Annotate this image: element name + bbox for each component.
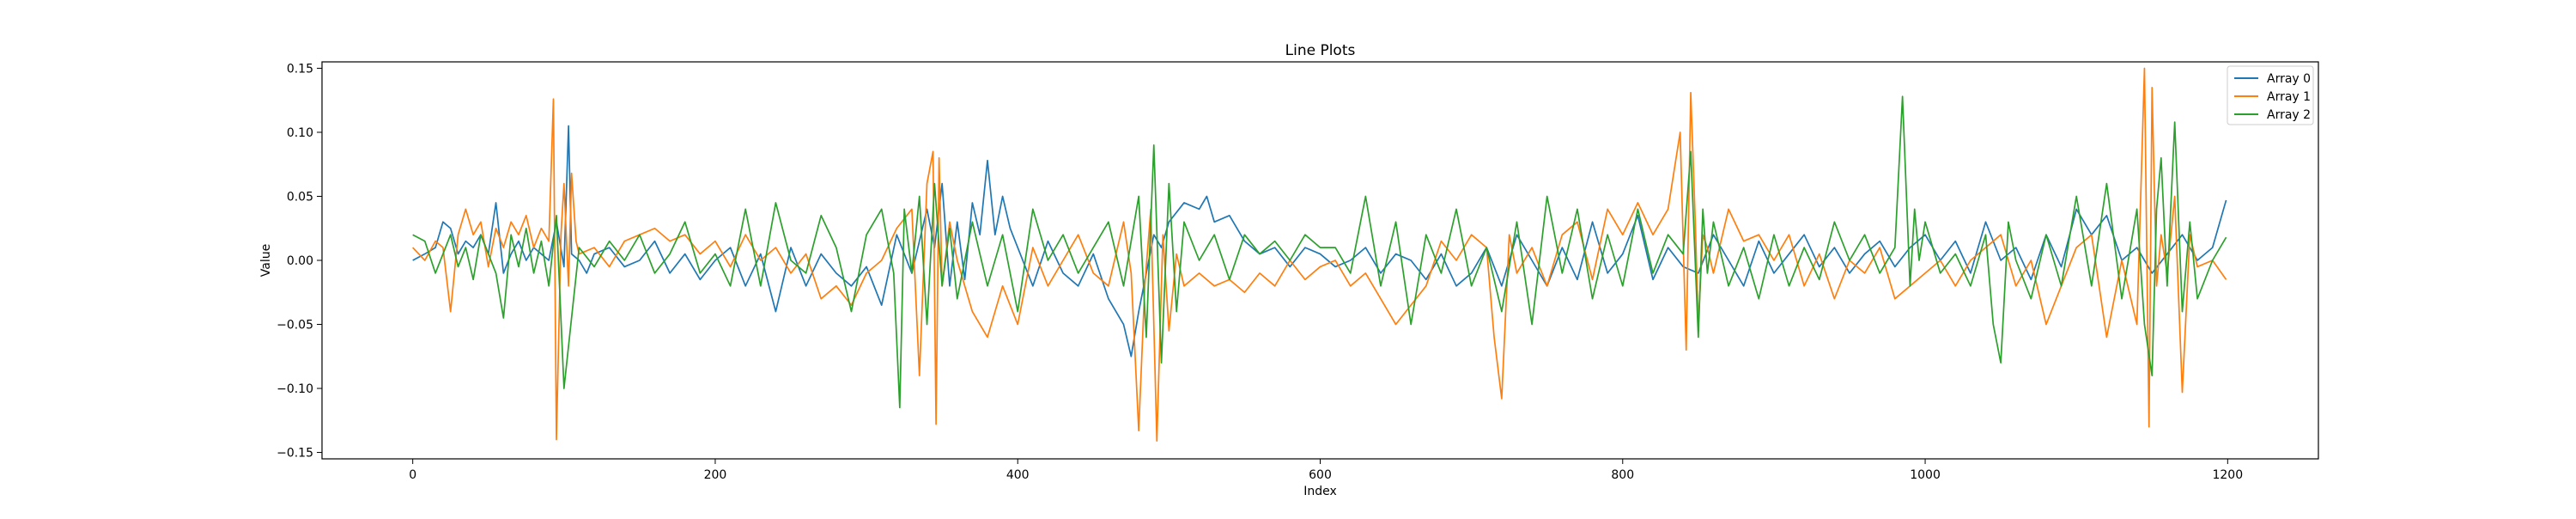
plot-area xyxy=(322,62,2318,459)
y-tick-label: −0.15 xyxy=(276,447,313,461)
x-axis: 0 200 400 600 800 1000 1200 xyxy=(409,459,2243,482)
y-axis: −0.15 −0.10 −0.05 0.00 0.05 0.10 0.15 xyxy=(276,62,322,461)
x-tick-label: 1000 xyxy=(1910,468,1941,482)
legend: Array 0 Array 1 Array 2 xyxy=(2227,65,2314,125)
y-tick-label: 0.10 xyxy=(287,126,313,140)
series-line-array-1 xyxy=(412,67,2227,442)
legend-items: Array 0 Array 1 Array 2 xyxy=(2234,72,2311,122)
y-tick-label: 0.00 xyxy=(287,254,313,268)
x-tick-label: 1200 xyxy=(2212,468,2243,482)
y-tick-label: 0.05 xyxy=(287,190,313,204)
y-tick-label: −0.05 xyxy=(276,319,313,333)
series-line-array-2 xyxy=(412,95,2227,409)
series-layer xyxy=(412,67,2227,442)
x-tick-label: 200 xyxy=(704,468,727,482)
legend-box xyxy=(2227,65,2314,125)
x-tick-label: 600 xyxy=(1309,468,1332,482)
y-tick-label: −0.10 xyxy=(276,382,313,396)
x-tick-label: 0 xyxy=(409,468,416,482)
chart-title: Line Plots xyxy=(1285,42,1356,59)
x-axis-label: Index xyxy=(1303,485,1337,498)
series-line-array-0 xyxy=(412,125,2227,357)
legend-label-array-1: Array 1 xyxy=(2267,90,2311,104)
y-axis-label: Value xyxy=(259,244,273,277)
legend-label-array-0: Array 0 xyxy=(2267,72,2311,86)
legend-label-array-2: Array 2 xyxy=(2267,108,2311,122)
x-tick-label: 800 xyxy=(1611,468,1634,482)
x-tick-label: 400 xyxy=(1006,468,1030,482)
y-tick-label: 0.15 xyxy=(287,62,313,76)
